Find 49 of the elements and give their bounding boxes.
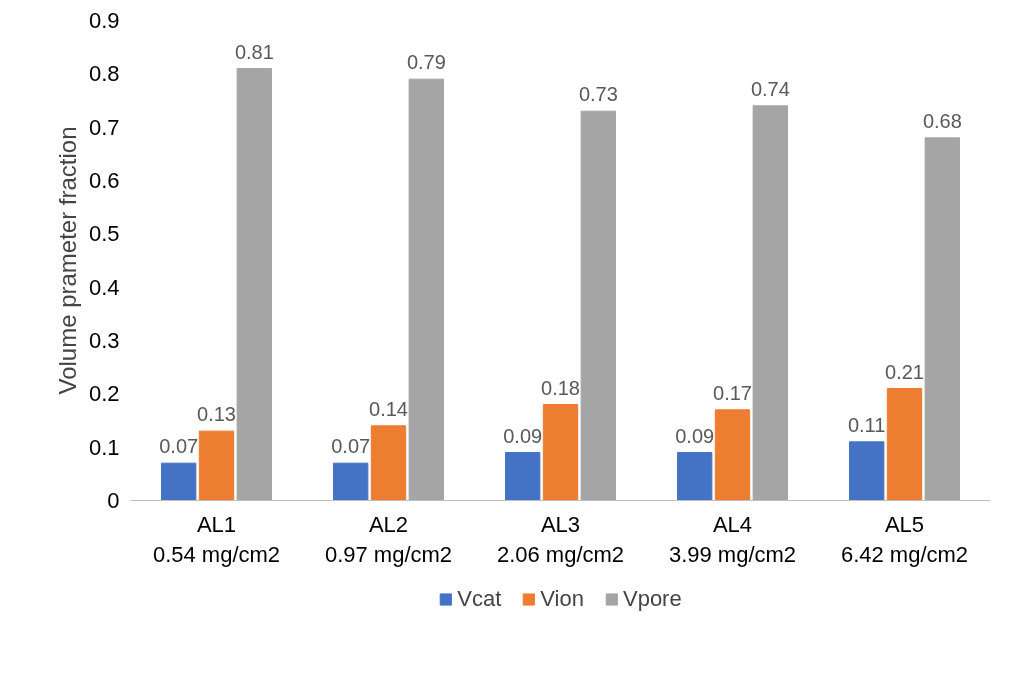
bar	[160, 462, 197, 501]
data-label: 0.18	[541, 376, 580, 399]
bar	[848, 441, 885, 501]
data-label: 0.07	[331, 435, 371, 458]
data-label: 0.11	[847, 413, 886, 436]
data-label: 0.73	[578, 83, 618, 106]
data-label: 0.14	[369, 397, 408, 420]
legend-label: Vcat	[457, 586, 502, 612]
y-axis-title: Volume prameter fraction	[53, 126, 81, 395]
bar	[504, 452, 541, 501]
data-label: 0.81	[234, 40, 274, 63]
bar	[886, 388, 923, 501]
x-tick-label: AL3 2.06 mg/cm2	[496, 511, 625, 567]
x-tick-label: AL1 0.54 mg/cm2	[152, 511, 281, 567]
bar	[676, 452, 713, 501]
bar	[198, 430, 235, 501]
data-label: 0.74	[750, 77, 790, 100]
data-label: 0.79	[406, 51, 446, 74]
bar	[714, 409, 751, 501]
y-tick-label: 0.2	[88, 381, 120, 407]
data-label: 0.17	[713, 381, 752, 404]
y-tick-label: 0.3	[88, 328, 120, 353]
y-tick-label: 0.5	[88, 221, 120, 247]
bar	[752, 105, 789, 501]
legend-label: Vpore	[622, 586, 682, 612]
bar	[332, 462, 369, 501]
y-tick-label: 0.7	[88, 114, 120, 140]
y-tick-label: 0.8	[88, 61, 120, 87]
data-label: 0.68	[922, 109, 962, 132]
data-label: 0.09	[675, 424, 715, 447]
data-label: 0.09	[503, 424, 543, 447]
bar	[580, 110, 617, 501]
y-tick-label: 0	[107, 488, 120, 513]
x-tick-label: AL4 3.99 mg/cm2	[668, 511, 797, 567]
bar	[370, 425, 407, 501]
y-tick-label: 0.6	[88, 168, 120, 193]
bar	[542, 404, 579, 501]
data-label: 0.13	[197, 403, 236, 426]
x-tick-label: AL2 0.97 mg/cm2	[324, 511, 453, 567]
x-tick-label: AL5 6.42 mg/cm2	[840, 511, 969, 567]
data-label: 0.21	[885, 360, 924, 383]
y-tick-label: 0.9	[88, 8, 120, 33]
bar	[924, 137, 961, 501]
bar	[408, 78, 445, 501]
y-tick-label: 0.1	[88, 434, 120, 460]
legend-label: Vion	[540, 586, 584, 612]
bar	[236, 68, 273, 501]
y-tick-label: 0.4	[88, 274, 120, 300]
data-label: 0.07	[159, 435, 199, 458]
